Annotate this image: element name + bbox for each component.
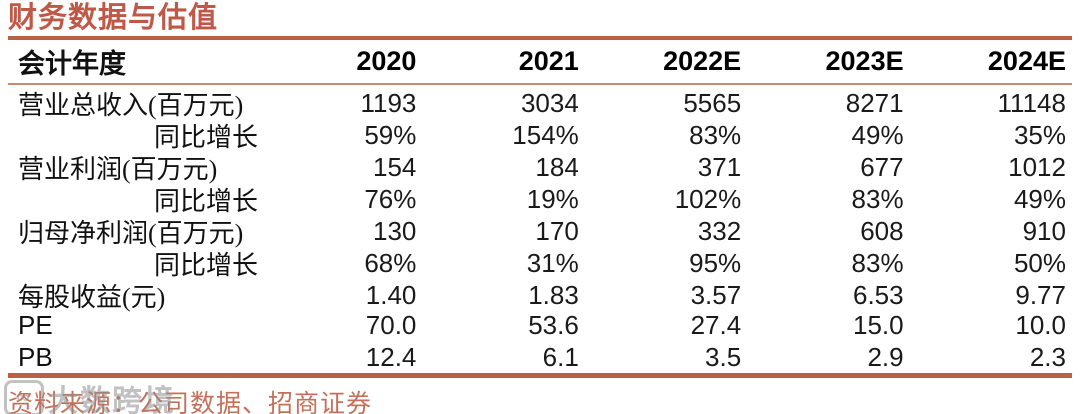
table-row-net-profit: 归母净利润(百万元) 130 170 332 608 910 [8, 213, 1072, 248]
row-label: 同比增长 [153, 123, 258, 152]
financial-table: 会计年度 2020 2021 2022E 2023E 2024E 营业总收入(百… [8, 36, 1072, 378]
cell-value: 332 [697, 216, 742, 246]
cell-value: 10.0 [1015, 309, 1066, 340]
header-year-2024e: 2024E [987, 46, 1066, 76]
cell-value: 53.6 [528, 309, 579, 340]
cell-value: 31% [526, 248, 579, 278]
cell-value: 83% [851, 184, 904, 214]
row-label: 营业利润(百万元) [18, 155, 218, 184]
cell-value: 677 [860, 152, 904, 182]
row-label: 归母净利润(百万元) [18, 219, 244, 248]
table-row-pe: PE 70.0 53.6 27.4 15.0 10.0 [8, 309, 1072, 341]
cell-value: 3.57 [690, 280, 742, 310]
cell-value: 130 [373, 216, 417, 246]
cell-value: 27.4 [690, 309, 742, 340]
header-year-2021: 2021 [518, 46, 579, 76]
cell-value: 170 [535, 216, 579, 246]
cell-value: 8271 [845, 88, 904, 118]
cell-value: 371 [697, 152, 742, 182]
table-row-pb: PB 12.4 6.1 3.5 2.9 2.3 [8, 341, 1072, 373]
cell-value: 11148 [997, 88, 1066, 118]
header-year-2022e: 2022E [663, 46, 742, 76]
cell-value: 1193 [360, 88, 417, 118]
cell-value: 9.77 [1015, 280, 1066, 310]
row-label: PB [18, 341, 53, 372]
cell-value: 910 [1022, 216, 1066, 246]
cell-value: 102% [674, 184, 742, 214]
cell-value: 2.9 [867, 341, 904, 372]
row-label: 同比增长 [153, 251, 258, 280]
cell-value: 5565 [683, 88, 742, 118]
cell-value: 6.53 [852, 280, 904, 310]
cell-value: 1.83 [528, 280, 579, 310]
table-row-operating-profit: 营业利润(百万元) 154 184 371 677 1012 [8, 149, 1072, 184]
cell-value: 76% [364, 184, 417, 214]
cell-value: 35% [1013, 120, 1066, 150]
cell-value: 3034 [520, 88, 579, 118]
footer: 资料来源：公司数据、招商证券 ∞ 大数跨境 [4, 380, 1072, 414]
cell-value: 49% [851, 120, 904, 150]
row-label: 营业总收入(百万元) [18, 91, 244, 120]
row-label: 同比增长 [153, 187, 258, 216]
header-fiscal-year: 会计年度 [18, 49, 126, 79]
cell-value: 12.4 [365, 341, 417, 372]
cell-value: 2.3 [1029, 341, 1066, 372]
row-label: 每股收益(元) [18, 283, 166, 312]
cell-value: 15.0 [852, 309, 904, 340]
header-year-2023e: 2023E [825, 46, 904, 76]
table-row-revenue-yoy: 同比增长 59% 154% 83% 49% 35% [8, 117, 1072, 152]
cell-value: 68% [364, 248, 417, 278]
cell-value: 83% [851, 248, 904, 278]
cell-value: 154% [512, 120, 579, 150]
cell-value: 49% [1013, 184, 1066, 214]
table-row-net-profit-yoy: 同比增长 68% 31% 95% 83% 50% [8, 245, 1072, 280]
header-year-2020: 2020 [356, 46, 417, 76]
cell-value: 608 [860, 216, 904, 246]
table-row-total-revenue: 营业总收入(百万元) 1193 3034 5565 8271 11148 [8, 85, 1072, 120]
cell-value: 70.0 [365, 309, 417, 340]
cell-value: 154 [373, 152, 417, 182]
cell-value: 83% [689, 120, 742, 150]
cell-value: 19% [526, 184, 579, 214]
cell-value: 50% [1013, 248, 1066, 278]
source-note: 资料来源：公司数据、招商证券 [8, 391, 373, 414]
cell-value: 3.5 [705, 341, 742, 372]
cell-value: 59% [364, 120, 417, 150]
table-row-eps: 每股收益(元) 1.40 1.83 3.57 6.53 9.77 [8, 277, 1072, 312]
page-title: 财务数据与估值 [8, 2, 219, 34]
cell-value: 184 [535, 152, 579, 182]
row-label: PE [18, 309, 53, 340]
table-row-operating-profit-yoy: 同比增长 76% 19% 102% 83% 49% [8, 181, 1072, 216]
cell-value: 95% [689, 248, 742, 278]
cell-value: 1012 [1008, 152, 1066, 182]
cell-value: 6.1 [542, 341, 579, 372]
cell-value: 1.40 [365, 280, 417, 310]
table-header-row: 会计年度 2020 2021 2022E 2023E 2024E [8, 40, 1072, 85]
